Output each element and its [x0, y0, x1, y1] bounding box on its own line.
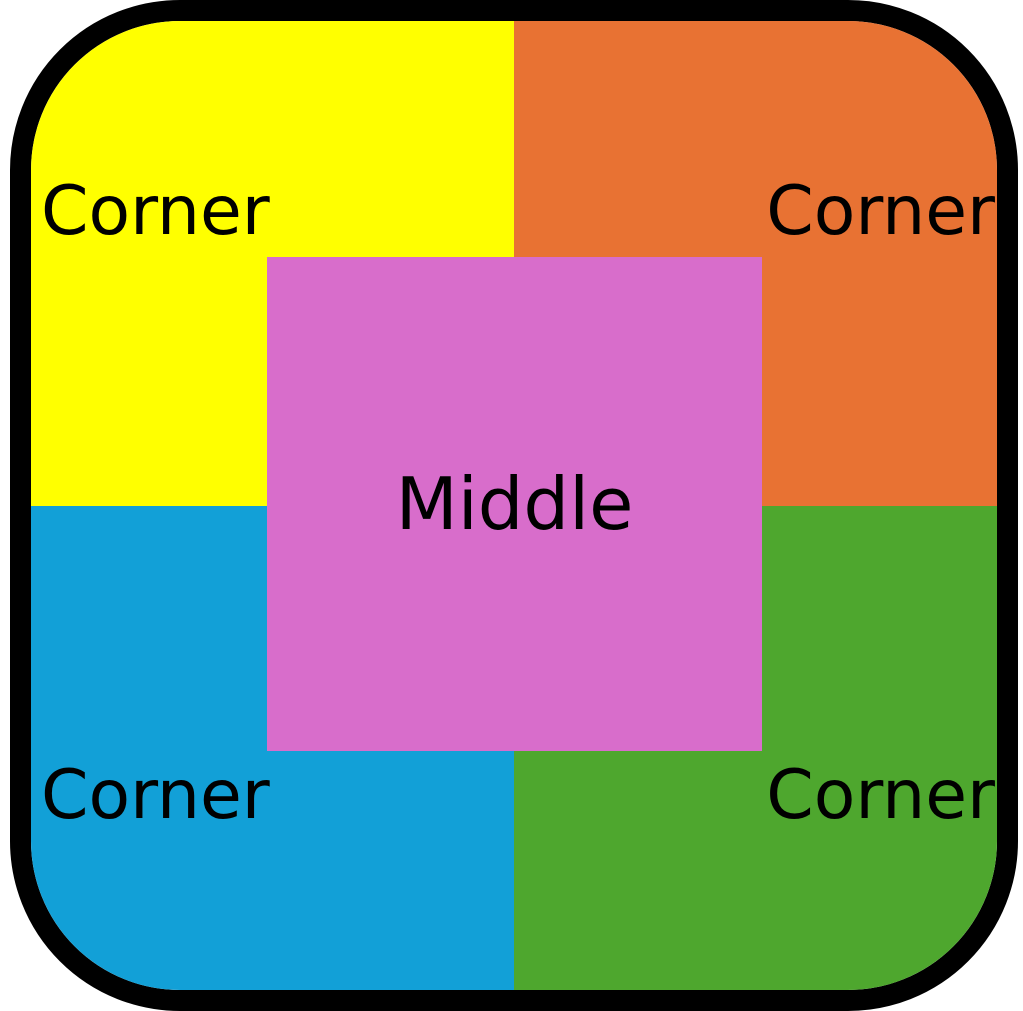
bottom-right-corner-label: Corner	[766, 756, 995, 835]
bottom-left-corner-label: Corner	[41, 756, 270, 835]
middle-square: Middle	[267, 257, 762, 751]
middle-label: Middle	[395, 462, 634, 546]
top-left-corner-label: Corner	[41, 172, 270, 251]
top-right-corner-label: Corner	[766, 172, 995, 251]
